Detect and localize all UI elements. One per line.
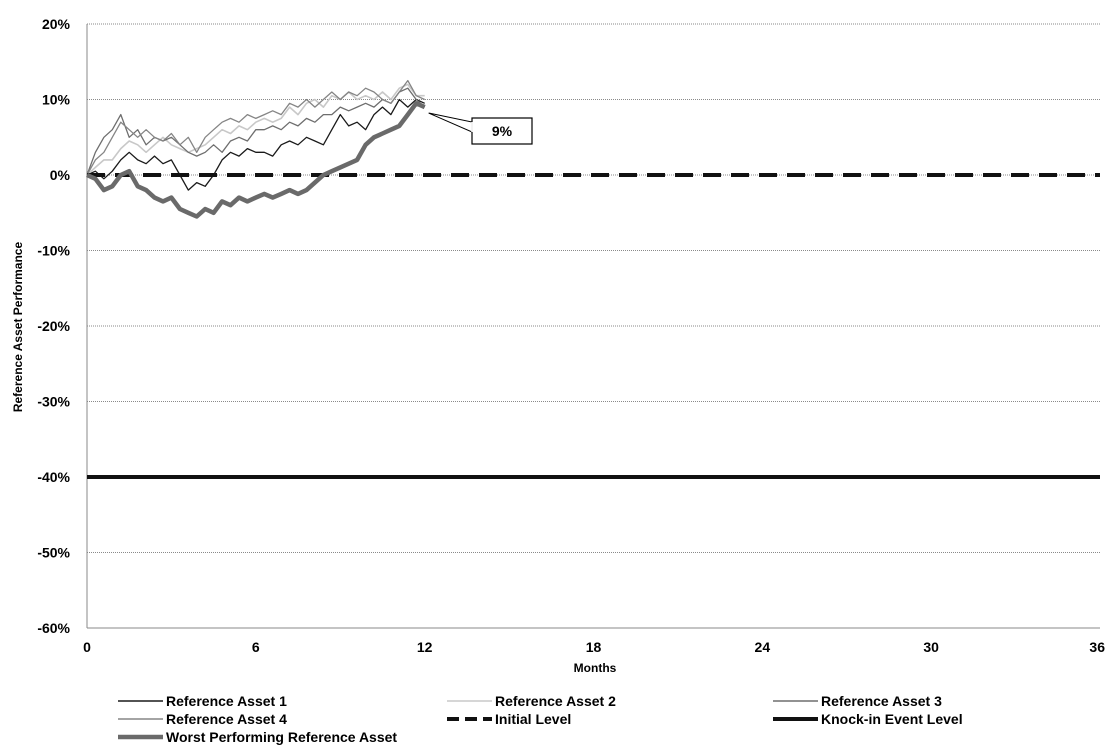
series-lines [86,79,1100,479]
legend-label: Reference Asset 4 [166,711,287,727]
x-tick-label: 24 [755,639,771,655]
series-line [86,87,426,176]
legend-label: Initial Level [495,711,571,727]
series-line [86,83,425,176]
legend-label: Knock-in Event Level [821,711,963,727]
y-tick-label: -40% [37,469,70,485]
y-tick-label: 10% [42,92,71,108]
x-tick-label: 0 [83,639,91,655]
series-line [86,79,425,176]
y-tick-label: -20% [37,318,70,334]
axis-labels: Months Reference Asset Performance [11,242,617,675]
y-tick-label: -10% [37,243,70,259]
x-tick-labels: 0 6 12 18 24 30 36 [83,639,1105,655]
gridlines [87,23,1100,553]
legend-label: Reference Asset 3 [821,693,942,709]
x-tick-label: 36 [1089,639,1105,655]
x-tick-label: 30 [923,639,939,655]
y-tick-label: -50% [37,545,70,561]
x-tick-label: 18 [586,639,602,655]
y-tick-label: -30% [37,394,70,410]
y-axis-label: Reference Asset Performance [11,242,25,413]
annotations: 9% [428,112,533,145]
legend: Reference Asset 1 Reference Asset 2 Refere… [118,693,963,745]
callout-label: 9% [492,123,513,139]
x-axis-label: Months [574,661,617,675]
y-tick-labels: 20% 10% 0% -10% -20% -30% -40% -50% -60% [37,16,70,636]
y-tick-label: 0% [50,167,71,183]
legend-label: Worst Performing Reference Asset [166,729,397,745]
x-tick-label: 12 [417,639,433,655]
legend-label: Reference Asset 2 [495,693,616,709]
series-line [86,101,426,219]
y-tick-label: -60% [37,620,70,636]
y-tick-label: 20% [42,16,71,32]
legend-label: Reference Asset 1 [166,693,287,709]
callout-pointer [428,112,473,133]
x-tick-label: 6 [252,639,260,655]
series-line [86,98,425,191]
axes [86,24,1100,629]
